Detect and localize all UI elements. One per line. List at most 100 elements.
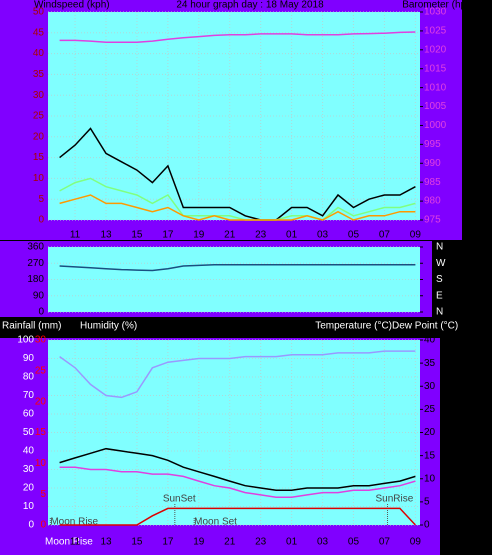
y-tick-label: 90 [33, 290, 45, 301]
y-tick-label: 10 [33, 173, 45, 184]
annotation: SunRise [376, 494, 414, 505]
y2-tick-label: 35 [424, 358, 436, 369]
y2-tick-label: N [436, 307, 443, 318]
y2-tick-label: N [436, 242, 443, 253]
y2-tick-label: 10 [424, 473, 436, 484]
x-tick-label: 23 [255, 537, 267, 548]
x-tick-label: 13 [100, 230, 112, 241]
x-tick-label: 21 [224, 537, 236, 548]
x-tick-label: 11 [70, 230, 81, 241]
chart-title: 24 hour graph day : 18 May 2018 [176, 0, 324, 11]
dew-axis-label: Dew Point (°C) [392, 321, 458, 332]
y-tick-label: 270 [27, 258, 44, 269]
x-tick-label: 07 [379, 537, 391, 548]
y2-tick-label: 25 [424, 404, 436, 415]
series-line [59, 127, 416, 221]
y3-tick-label: 0 [40, 520, 46, 531]
y2-tick-label: 1030 [424, 7, 447, 18]
y2-tick-label: 985 [424, 177, 441, 188]
moon-rise-axis-label: Moon Rise [45, 537, 93, 548]
y-tick-label: 80 [23, 372, 35, 383]
y-tick-label: 45 [33, 27, 45, 38]
y3-tick-label: 15 [35, 427, 47, 438]
y2-tick-label: 5 [424, 497, 430, 508]
x-tick-label: 17 [162, 230, 174, 241]
y2-tick-label: 30 [424, 381, 436, 392]
x-tick-label: 03 [317, 230, 329, 241]
y-tick-label: 5 [38, 194, 44, 205]
annotation: Moon Rise [50, 517, 98, 528]
y-tick-label: 30 [33, 90, 45, 101]
x-tick-label: 19 [193, 230, 205, 241]
x-tick-label: 15 [131, 537, 143, 548]
y2-tick-label: 995 [424, 139, 441, 150]
y-tick-label: 50 [23, 427, 35, 438]
y2-tick-label: 1005 [424, 101, 447, 112]
y-tick-label: 50 [33, 7, 45, 18]
y-tick-label: 10 [23, 501, 35, 512]
y-tick-label: 20 [23, 483, 35, 494]
y2-tick-label: 1025 [424, 26, 447, 37]
y-tick-label: 60 [23, 409, 35, 420]
y3-tick-label: 25 [35, 365, 47, 376]
series-line [59, 194, 416, 221]
y-tick-label: 0 [28, 520, 34, 531]
x-tick-label: 15 [131, 230, 143, 241]
x-tick-label: 01 [286, 537, 298, 548]
y-tick-label: 30 [23, 464, 35, 475]
y2-tick-label: S [436, 274, 443, 285]
y2-tick-label: 975 [424, 215, 441, 226]
y-tick-label: 90 [23, 353, 35, 364]
series-line [59, 447, 416, 492]
y-tick-label: 15 [33, 152, 45, 163]
y2-tick-label: 1015 [424, 63, 447, 74]
y3-tick-label: 5 [40, 489, 46, 500]
y-tick-label: 180 [27, 274, 44, 285]
y2-tick-label: E [436, 290, 443, 301]
humidity-axis-label: Humidity (%) [80, 321, 137, 332]
y-tick-label: 0 [38, 307, 44, 318]
y2-tick-label: 20 [424, 427, 436, 438]
y2-tick-label: 1020 [424, 44, 447, 55]
y-tick-label: 40 [33, 48, 45, 59]
x-tick-label: 21 [224, 230, 236, 241]
y-tick-label: 25 [33, 111, 45, 122]
annotation: SunSet [163, 494, 196, 505]
y2-tick-label: 1000 [424, 120, 447, 131]
y-tick-label: 70 [23, 390, 35, 401]
x-tick-label: 03 [317, 537, 329, 548]
y-tick-label: 0 [38, 215, 44, 226]
x-tick-label: 05 [348, 537, 360, 548]
y3-tick-label: 20 [35, 396, 47, 407]
y2-tick-label: W [436, 258, 446, 269]
series-line [59, 350, 416, 399]
y-tick-label: 40 [23, 446, 35, 457]
x-tick-label: 07 [379, 230, 391, 241]
series-line [59, 263, 416, 272]
y3-tick-label: 30 [35, 335, 47, 346]
series-line [59, 466, 416, 499]
temp-axis-label: Temperature (°C) [315, 321, 392, 332]
x-tick-label: 23 [255, 230, 267, 241]
x-tick-label: 19 [193, 537, 205, 548]
y2-tick-label: 990 [424, 158, 441, 169]
x-tick-label: 09 [410, 230, 422, 241]
y3-tick-label: 10 [35, 458, 47, 469]
x-tick-label: 13 [100, 537, 112, 548]
series-line [59, 31, 416, 44]
x-tick-label: 17 [162, 537, 174, 548]
y2-tick-label: 40 [424, 335, 436, 346]
x-tick-label: 11 [70, 537, 81, 548]
series-line [59, 177, 416, 221]
baro-axis-label: Barometer (hpa) [402, 0, 475, 11]
y2-tick-label: 980 [424, 196, 441, 207]
y2-tick-label: 1010 [424, 82, 447, 93]
y-tick-label: 360 [27, 242, 44, 253]
annotation: Moon Set [194, 517, 237, 528]
wind-axis-label: Windspeed (kph) [34, 0, 110, 11]
y2-tick-label: 0 [424, 520, 430, 531]
y-tick-label: 100 [17, 335, 34, 346]
y-tick-label: 35 [33, 69, 45, 80]
y-tick-label: 20 [33, 131, 45, 142]
